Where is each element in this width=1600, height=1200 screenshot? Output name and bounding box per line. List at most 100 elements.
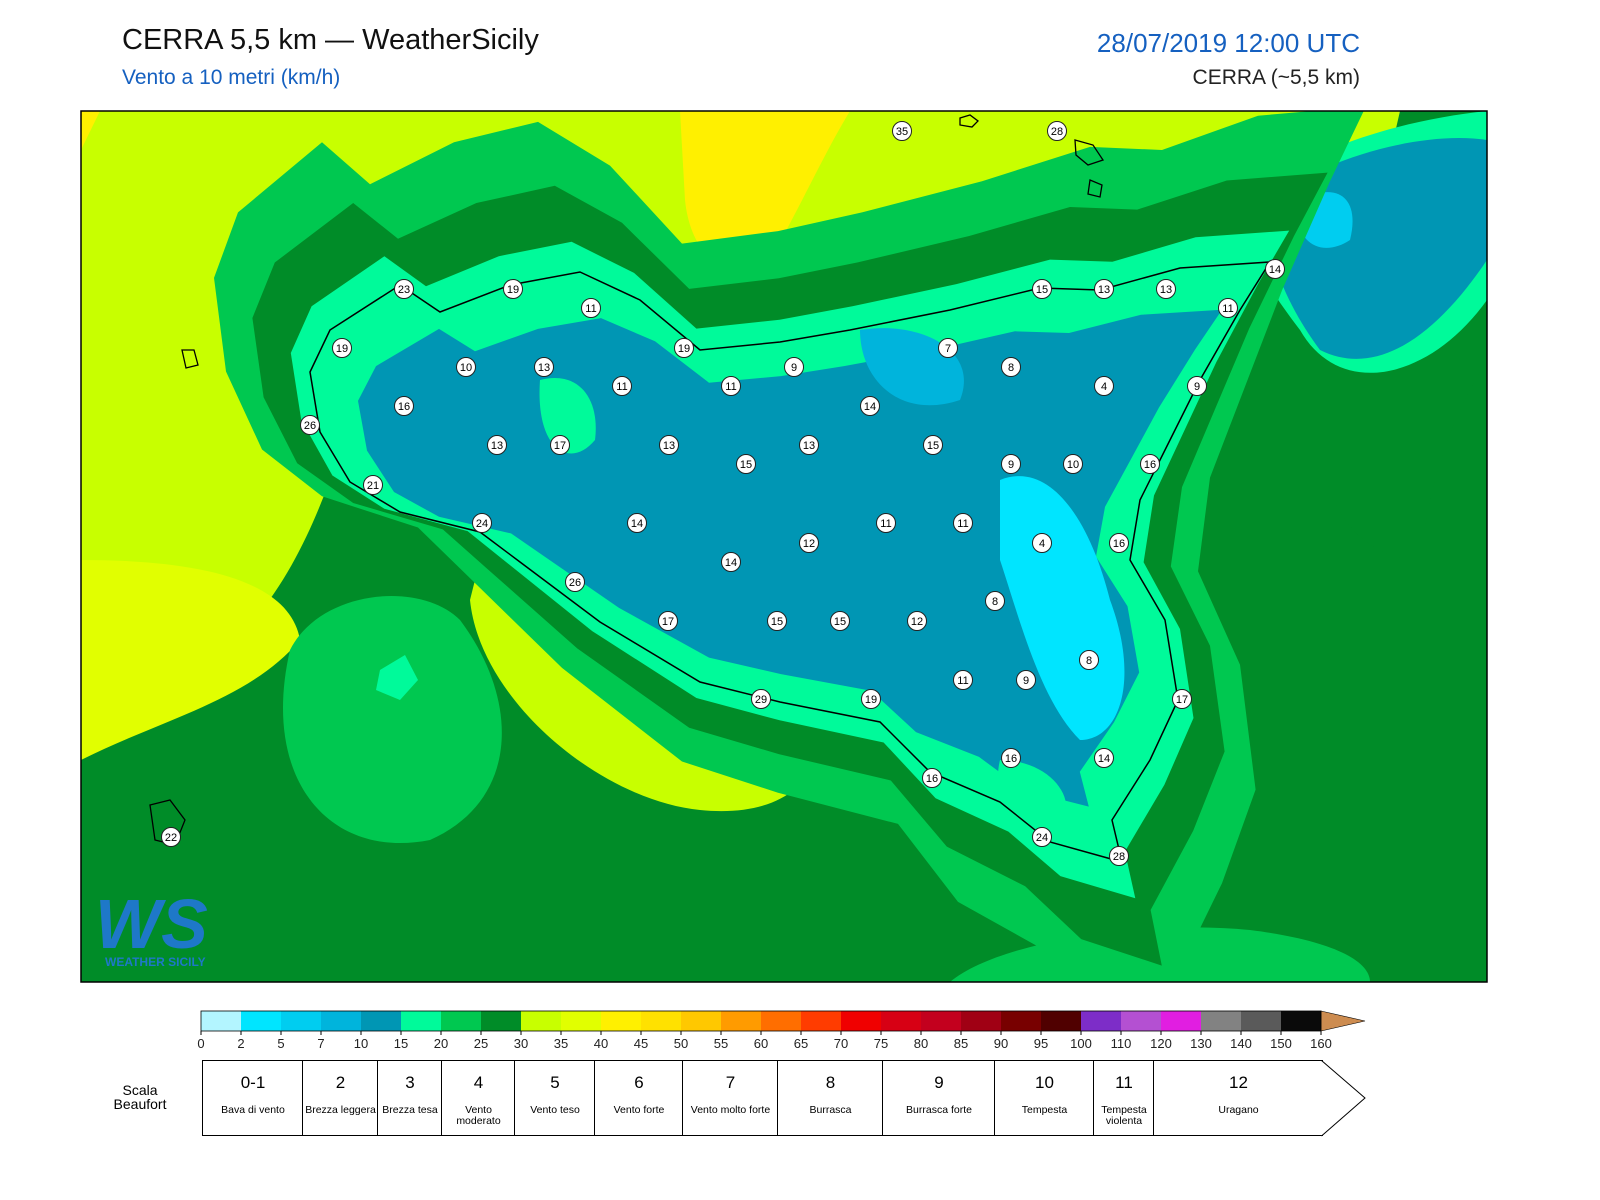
beaufort-cell: 12 Uragano bbox=[1153, 1060, 1323, 1136]
station-value: 15 bbox=[740, 459, 752, 471]
station-value: 13 bbox=[491, 440, 503, 452]
color-bin bbox=[1081, 1011, 1121, 1031]
station-marker bbox=[1001, 357, 1021, 377]
station-marker bbox=[581, 298, 601, 318]
station-value: 8 bbox=[1086, 655, 1092, 667]
beaufort-cell: 3 Brezza tesa bbox=[377, 1060, 442, 1136]
station-marker bbox=[332, 338, 352, 358]
subtitle: Vento a 10 metri (km/h) bbox=[122, 66, 341, 89]
station-value: 14 bbox=[1269, 264, 1281, 276]
station-value: 15 bbox=[771, 616, 783, 628]
colorbar-frame bbox=[200, 1010, 1322, 1032]
tick-label: 35 bbox=[554, 1036, 568, 1051]
tick-label: 30 bbox=[514, 1036, 528, 1051]
station-value: 16 bbox=[398, 401, 410, 413]
color-bin bbox=[521, 1011, 561, 1031]
beaufort-desc: Vento teso bbox=[530, 1104, 580, 1116]
beaufort-desc: Tempesta bbox=[1021, 1104, 1068, 1116]
station-marker bbox=[658, 611, 678, 631]
color-bin bbox=[561, 1011, 601, 1031]
station-marker bbox=[953, 513, 973, 533]
station-value: 15 bbox=[1036, 284, 1048, 296]
color-bin bbox=[881, 1011, 921, 1031]
beaufort-desc: Tempesta violenta bbox=[1101, 1104, 1147, 1127]
station-marker bbox=[1094, 279, 1114, 299]
station-value: 23 bbox=[398, 284, 410, 296]
station-marker bbox=[721, 552, 741, 572]
tick-label: 20 bbox=[434, 1036, 448, 1051]
station-value: 11 bbox=[616, 381, 627, 393]
station-value: 14 bbox=[725, 557, 737, 569]
color-bin bbox=[481, 1011, 521, 1031]
zone-mint bbox=[376, 655, 418, 700]
station-marker bbox=[1001, 748, 1021, 768]
station-marker bbox=[627, 513, 647, 533]
color-bin bbox=[441, 1011, 481, 1031]
tick-label: 2 bbox=[237, 1036, 244, 1051]
station-marker bbox=[487, 435, 507, 455]
station-marker bbox=[659, 435, 679, 455]
station-value: 26 bbox=[304, 420, 316, 432]
beaufort-arrow bbox=[1321, 1060, 1366, 1137]
color-bin bbox=[601, 1011, 641, 1031]
station-marker bbox=[363, 475, 383, 495]
wind-zone bbox=[539, 378, 596, 454]
tick-label: 0 bbox=[197, 1036, 204, 1051]
beaufort-cell: 4 Vento moderato bbox=[441, 1060, 515, 1136]
color-bin bbox=[321, 1011, 361, 1031]
station-value: 12 bbox=[803, 538, 815, 550]
station-value: 14 bbox=[631, 518, 643, 530]
beaufort-force: 0-1 bbox=[240, 1073, 266, 1092]
station-value: 8 bbox=[992, 596, 998, 608]
station-value: 17 bbox=[554, 440, 566, 452]
station-marker bbox=[300, 415, 320, 435]
color-bin bbox=[1001, 1011, 1041, 1031]
tick-label: 40 bbox=[594, 1036, 608, 1051]
tick-label: 25 bbox=[474, 1036, 488, 1051]
station-marker bbox=[830, 611, 850, 631]
color-bin bbox=[401, 1011, 441, 1031]
station-marker bbox=[784, 357, 804, 377]
station-value: 19 bbox=[865, 694, 877, 706]
beaufort-force: 2 bbox=[335, 1073, 346, 1092]
tick-label: 130 bbox=[1190, 1036, 1212, 1051]
station-marker bbox=[1047, 121, 1067, 141]
wind-zone bbox=[860, 328, 964, 406]
map-frame bbox=[80, 110, 1488, 983]
tick-label: 55 bbox=[714, 1036, 728, 1051]
station-marker bbox=[394, 396, 414, 416]
station-marker bbox=[503, 279, 523, 299]
beaufort-desc: Vento forte bbox=[613, 1104, 665, 1116]
station-marker bbox=[938, 338, 958, 358]
station-marker bbox=[1032, 827, 1052, 847]
station-marker bbox=[1187, 376, 1207, 396]
station-marker bbox=[861, 689, 881, 709]
tick-label: 5 bbox=[277, 1036, 284, 1051]
beaufort-cell: 8 Burrasca bbox=[777, 1060, 883, 1136]
tick-label: 150 bbox=[1270, 1036, 1292, 1051]
beaufort-force: 12 bbox=[1229, 1073, 1248, 1092]
station-marker bbox=[1109, 533, 1129, 553]
zone-yellow bbox=[81, 111, 100, 150]
station-value: 11 bbox=[725, 381, 736, 393]
model: CERRA (~5,5 km) bbox=[1192, 66, 1360, 89]
date: 28/07/2019 12:00 UTC bbox=[1096, 28, 1360, 58]
zone-yellow bbox=[680, 111, 850, 276]
station-marker bbox=[161, 827, 181, 847]
tick-label: 70 bbox=[834, 1036, 848, 1051]
beaufort-cell: 2 Brezza leggera bbox=[302, 1060, 378, 1136]
tick-label: 60 bbox=[754, 1036, 768, 1051]
station-marker bbox=[1140, 454, 1160, 474]
station-marker bbox=[736, 454, 756, 474]
tick-label: 45 bbox=[634, 1036, 648, 1051]
color-bin bbox=[201, 1011, 241, 1031]
colorbar: 0 2 5 7 10 15 20 25 30 35 40 45 50 55 60 65 70 75 80 85 90 95… bbox=[197, 1010, 1366, 1051]
station-marker bbox=[456, 357, 476, 377]
station-marker bbox=[876, 513, 896, 533]
beaufort-label: Scala Beaufort bbox=[113, 1082, 167, 1112]
beaufort-force: 5 bbox=[550, 1073, 560, 1092]
wind-zone bbox=[1000, 476, 1125, 740]
station-value: 17 bbox=[1176, 694, 1188, 706]
station-marker bbox=[892, 121, 912, 141]
tick-label: 95 bbox=[1034, 1036, 1048, 1051]
